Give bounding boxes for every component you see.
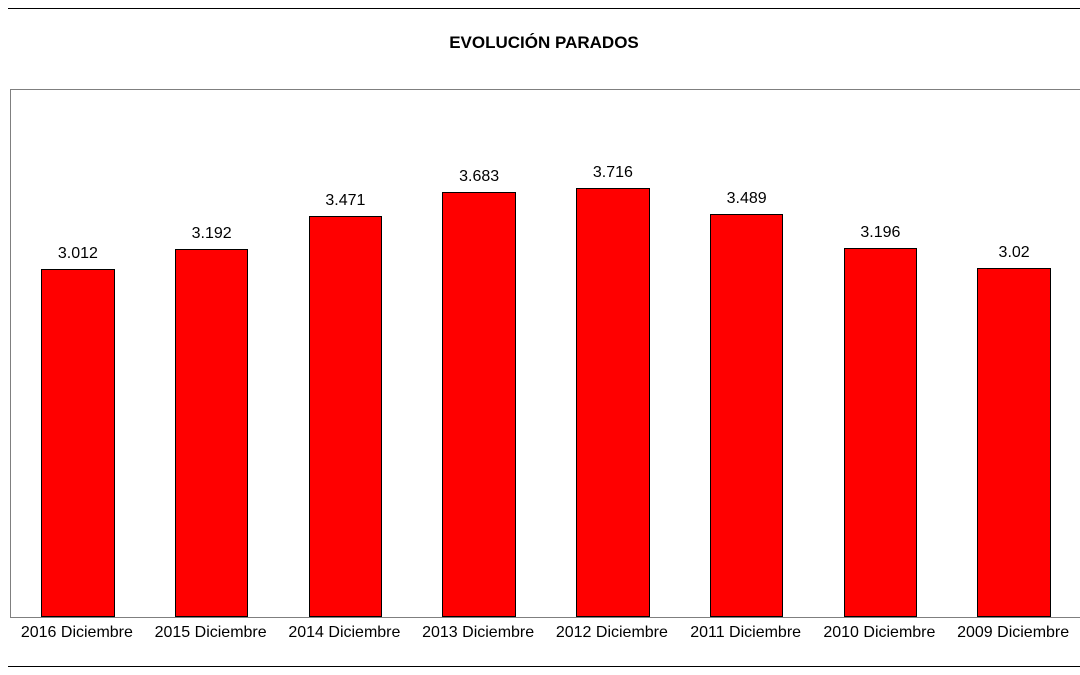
x-axis-label: 2014 Diciembre bbox=[278, 624, 412, 642]
x-axis-labels: 2016 Diciembre2015 Diciembre2014 Diciemb… bbox=[10, 624, 1080, 648]
x-axis-label: 2015 Diciembre bbox=[144, 624, 278, 642]
x-axis-label: 2016 Diciembre bbox=[10, 624, 144, 642]
bar bbox=[710, 214, 784, 617]
bar bbox=[175, 249, 249, 617]
bars-layer: 3.0123.1923.471 3.6833.7163.4893.196 3.02 bbox=[11, 90, 1080, 617]
bar-value-label: 3.471 bbox=[279, 192, 413, 210]
x-axis-label: 2010 Diciembre bbox=[813, 624, 947, 642]
bar bbox=[576, 188, 650, 617]
bar bbox=[41, 269, 115, 617]
chart-frame: EVOLUCIÓN PARADOS 3.0123.1923.4713.6833.… bbox=[8, 8, 1080, 667]
bar bbox=[977, 268, 1051, 617]
bar bbox=[844, 248, 918, 617]
x-axis-label: 2012 Diciembre bbox=[545, 624, 679, 642]
bar bbox=[309, 216, 383, 617]
plot-area: 3.0123.1923.471 3.6833.7163.4893.196 3.02 bbox=[10, 89, 1080, 618]
bar-value-label: 3.02 bbox=[947, 244, 1080, 262]
x-axis-label: 2009 Diciembre bbox=[946, 624, 1080, 642]
x-axis-label: 2013 Diciembre bbox=[411, 624, 545, 642]
bar-value-label: 3.683 bbox=[412, 168, 546, 186]
bar-value-label: 3.196 bbox=[814, 224, 948, 242]
bar-value-label: 3.012 bbox=[11, 245, 145, 263]
bar-value-label: 3.192 bbox=[145, 225, 279, 243]
bar-value-label: 3.716 bbox=[546, 164, 680, 182]
bar-value-label: 3.489 bbox=[680, 190, 814, 208]
bar bbox=[442, 192, 516, 617]
chart-title: EVOLUCIÓN PARADOS bbox=[8, 33, 1080, 53]
x-axis-label: 2011 Diciembre bbox=[679, 624, 813, 642]
